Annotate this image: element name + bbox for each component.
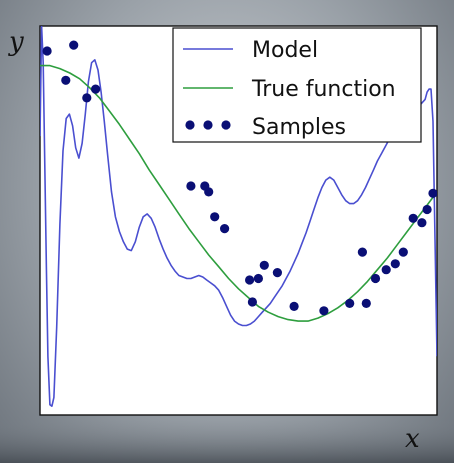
sample-point (253, 273, 263, 284)
sample-point (82, 93, 92, 103)
legend-sample-dot (203, 120, 213, 130)
legend-sample-dot (185, 120, 195, 130)
sample-point (357, 247, 367, 257)
background-bottom-shade (0, 420, 454, 463)
sample-point (345, 298, 355, 308)
sample-point (417, 218, 427, 228)
sample-point (428, 188, 437, 198)
sample-point (69, 40, 79, 50)
sample-point (186, 181, 196, 191)
sample-point (390, 259, 400, 269)
sample-point (361, 298, 371, 308)
sample-point (398, 247, 408, 257)
x-axis-label: x (405, 424, 420, 454)
series-layer (40, 26, 437, 407)
legend-sample-dot (221, 120, 231, 130)
sample-point (245, 275, 255, 285)
sample-point (289, 301, 299, 311)
sample-point (42, 46, 52, 56)
series-line-true-function (40, 64, 437, 322)
sample-point (272, 268, 282, 278)
sample-point (61, 75, 71, 85)
sample-point (319, 306, 329, 316)
sample-point (381, 265, 391, 275)
legend-label-true-function: True function (251, 77, 396, 102)
y-axis-label: y (8, 27, 24, 57)
sample-point (220, 224, 230, 234)
legend-label-model: Model (252, 38, 318, 63)
sample-point (91, 84, 101, 94)
sample-point (422, 204, 432, 215)
sample-point (210, 212, 220, 222)
sample-point (247, 297, 257, 307)
legend-box (172, 27, 422, 143)
legend: Model True function Samples (172, 27, 422, 143)
sample-point (259, 260, 269, 270)
legend-label-samples: Samples (252, 115, 346, 140)
sample-point (370, 273, 381, 284)
legend-swatch-samples (185, 120, 231, 130)
sample-point (204, 187, 214, 197)
sample-point (408, 213, 418, 223)
